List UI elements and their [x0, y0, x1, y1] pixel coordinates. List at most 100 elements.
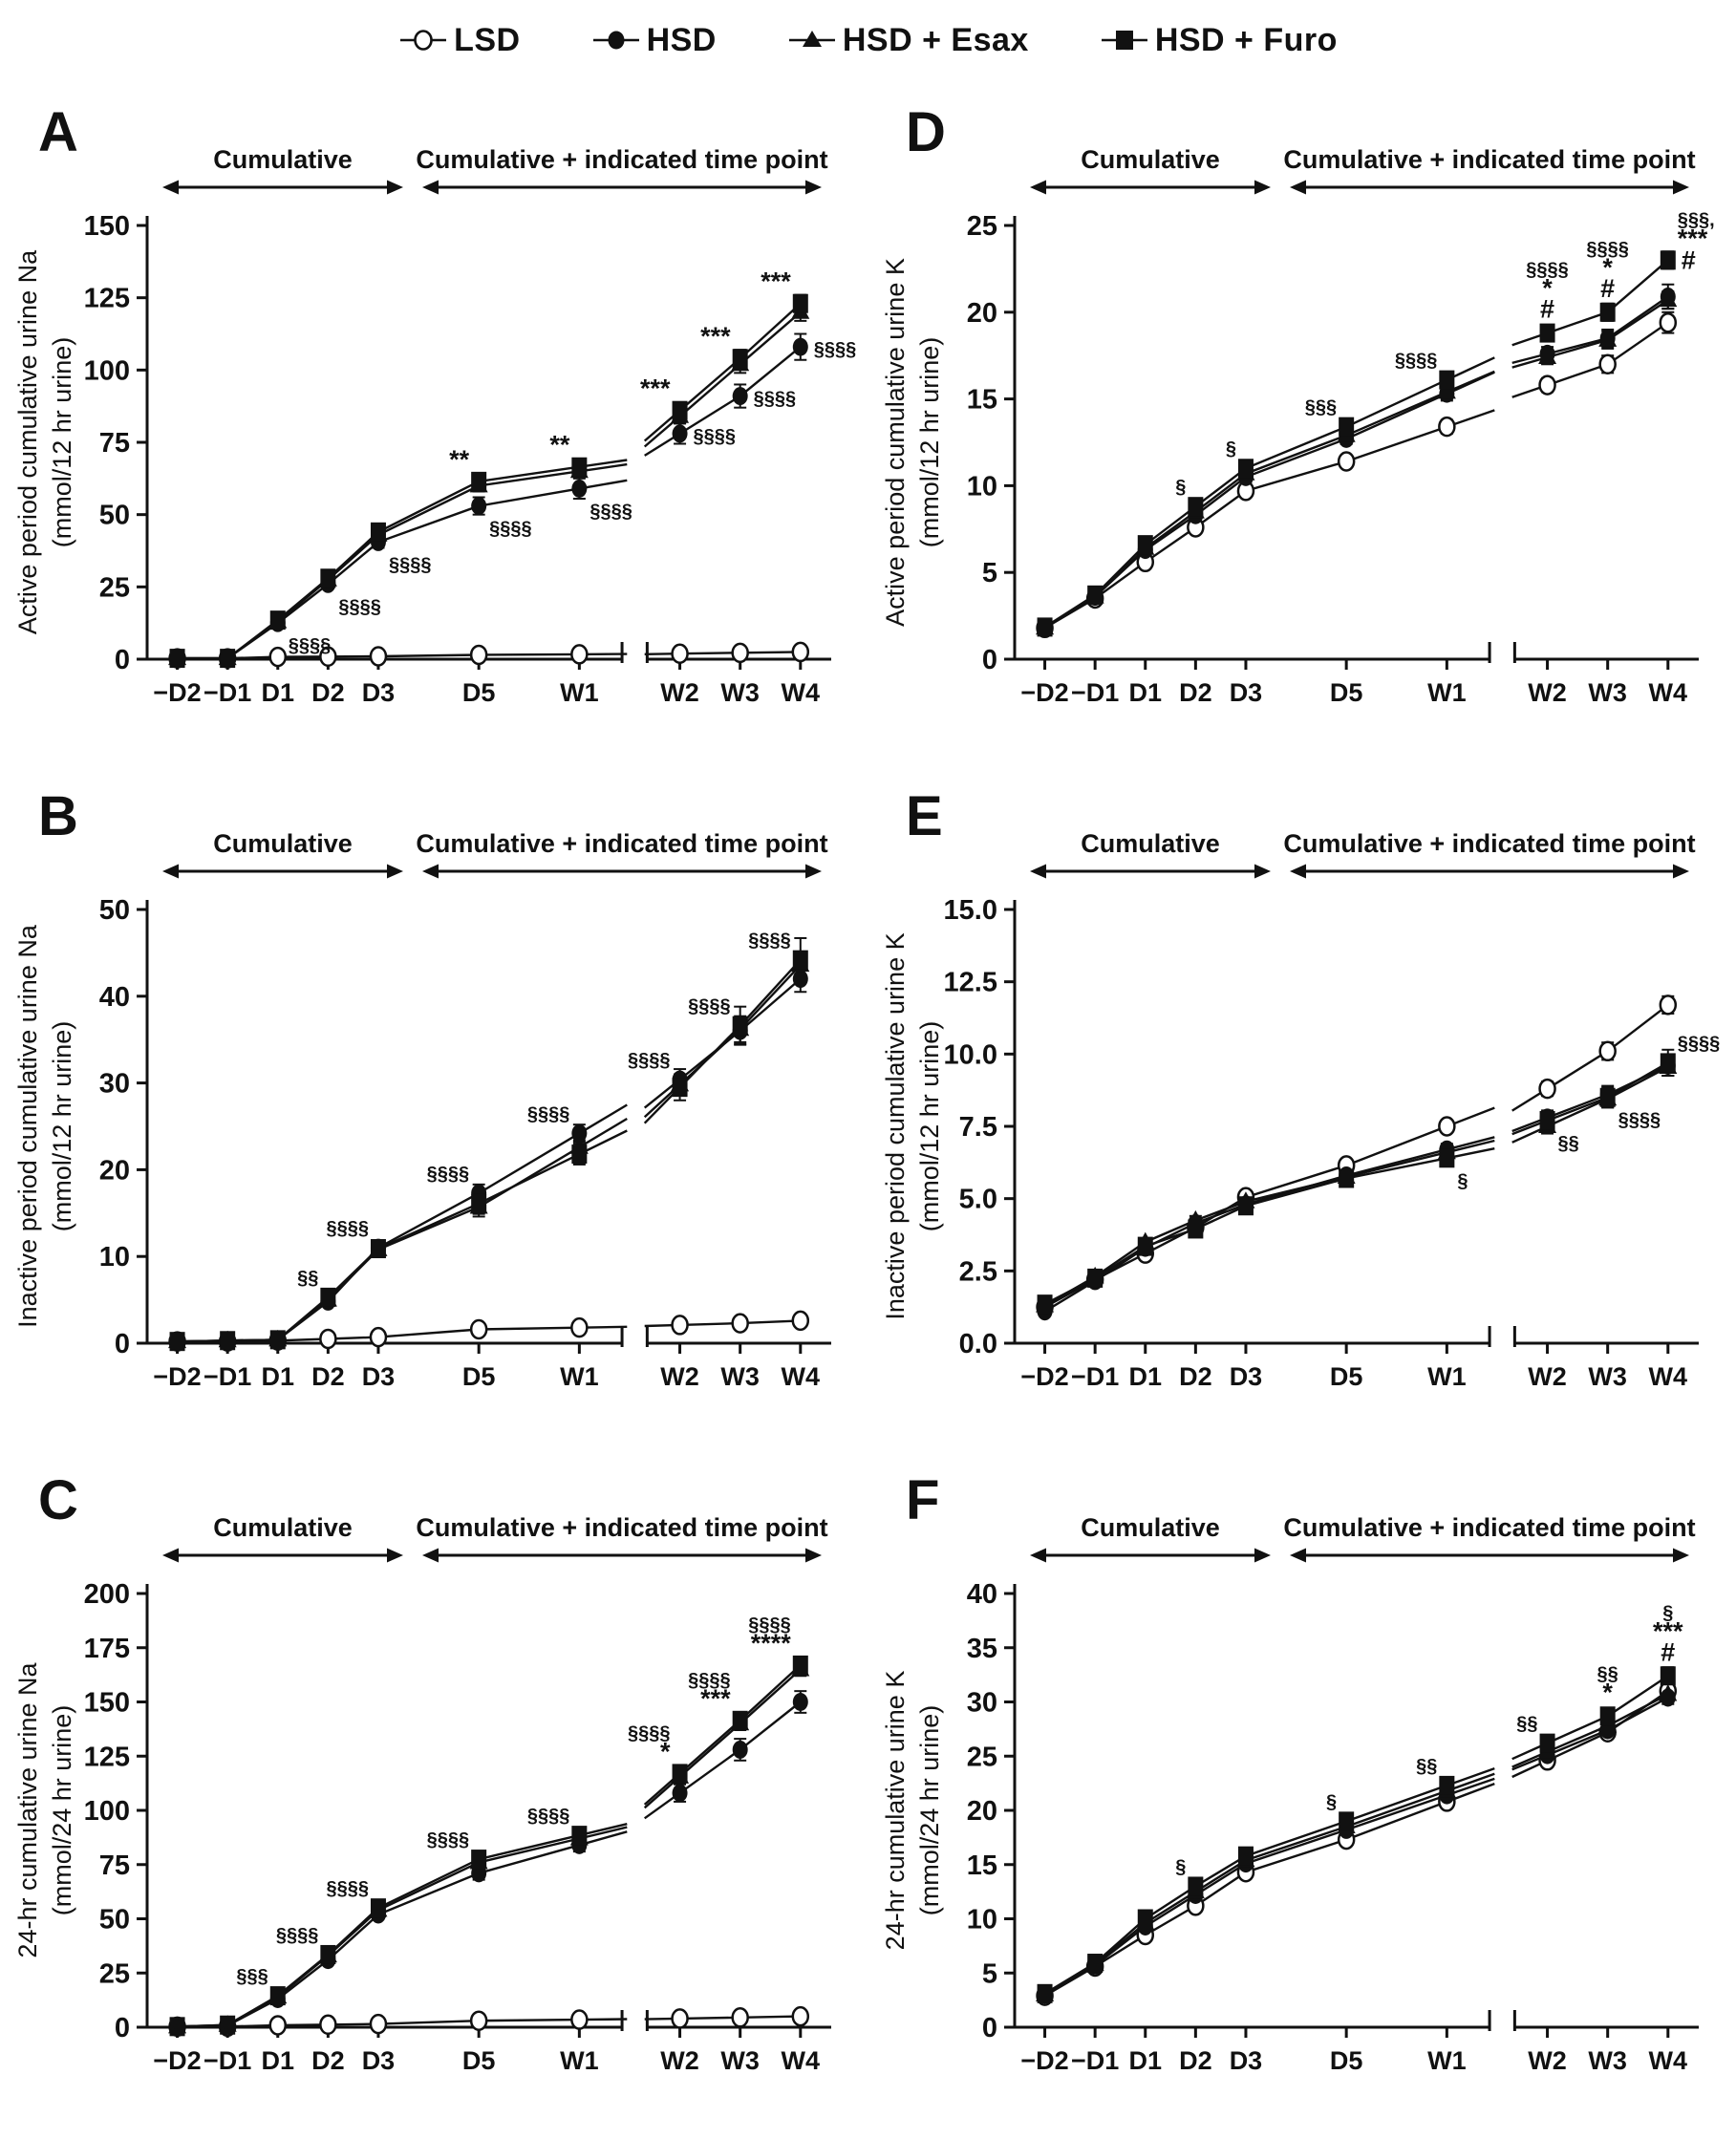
- x-tick-label: W3: [720, 2046, 760, 2075]
- filled-circle-icon: [592, 31, 639, 50]
- range-arrow-label: Cumulative + indicated time point: [416, 145, 827, 174]
- panel-B-chart: B 0 10 20 30 40 50 Inactive period cumulative u…: [13, 785, 831, 1391]
- range-arrow: Cumulative: [1030, 1513, 1271, 1563]
- significance-annotation: §§§§: [489, 519, 532, 540]
- data-point-marker-filled-circle: [792, 970, 808, 989]
- series-line-HSD: [177, 1830, 628, 2028]
- data-point-marker-filled-square: [1037, 1294, 1053, 1315]
- data-point-marker-filled-circle: [792, 337, 808, 356]
- range-arrow: Cumulative + indicated time point: [1283, 829, 1696, 879]
- series-line-HSD-Esax: [1044, 1139, 1495, 1307]
- significance-annotation: §§§§: [1618, 1110, 1661, 1131]
- data-point-marker-open-circle: [671, 1315, 689, 1336]
- y-axis-label-units: (mmol/12 hr urine): [48, 1021, 76, 1232]
- data-point-marker-filled-square: [471, 471, 487, 491]
- significance-annotation: §§§: [236, 1966, 268, 1987]
- y-tick-label: 15.0: [944, 895, 997, 926]
- significance-annotation: *: [660, 1737, 671, 1765]
- range-arrow-label: Cumulative + indicated time point: [1283, 1513, 1695, 1542]
- data-point-marker-filled-triangle: [1437, 381, 1456, 399]
- x-tick-label: W2: [1528, 1362, 1567, 1391]
- y-tick-label: 10: [967, 471, 997, 502]
- data-point-marker-filled-square: [1660, 250, 1676, 270]
- significance-annotation: §§§§: [527, 1103, 570, 1124]
- data-point-marker-open-circle: [791, 2005, 810, 2027]
- data-point-marker-filled-square: [471, 1193, 487, 1213]
- significance-annotation: ***: [640, 374, 671, 403]
- data-point-marker-filled-square: [370, 1898, 386, 1918]
- panel-letter: E: [906, 785, 943, 847]
- x-tick-label: −D1: [1071, 678, 1119, 707]
- series-line-HSD-Esax: [1511, 299, 1669, 369]
- data-point-marker-filled-square: [370, 1239, 386, 1259]
- panel-F-chart: F 0 5 10 15 20 25 30 35 40 24-hr cumulative urine …: [881, 1469, 1699, 2075]
- y-tick-label: 150: [84, 1688, 130, 1719]
- legend-item-label: HSD + Furo: [1154, 21, 1338, 58]
- y-tick-label: 5: [982, 1958, 997, 1989]
- data-point-marker-open-circle: [1598, 353, 1617, 375]
- significance-annotation: **: [549, 431, 570, 460]
- legend-filled-triangle-marker: [802, 31, 822, 47]
- x-tick-label: −D2: [1020, 1362, 1068, 1391]
- data-point-marker-filled-square: [220, 649, 236, 669]
- x-tick-label: W1: [1427, 1362, 1467, 1391]
- data-point-marker-filled-square: [1087, 1268, 1104, 1288]
- range-arrow-label: Cumulative + indicated time point: [416, 1513, 827, 1542]
- range-arrow: Cumulative + indicated time point: [416, 829, 828, 879]
- data-point-marker-filled-square: [732, 1710, 748, 1730]
- significance-annotation: #: [1540, 295, 1554, 324]
- panel-E-chart: E 0.0 2.5 5.0 7.5 10.0 12.5 15.0 Inactive period…: [881, 785, 1720, 1391]
- significance-annotation: §§§: [1305, 397, 1337, 418]
- data-point-marker-filled-square: [1539, 1733, 1555, 1753]
- data-point-marker-open-circle: [1659, 995, 1678, 1016]
- y-tick-label: 10.0: [944, 1039, 997, 1070]
- x-tick-label: W2: [1528, 678, 1567, 707]
- series-line-HSD-Esax: [177, 1826, 628, 2028]
- x-tick-label: −D1: [1071, 1362, 1119, 1391]
- series-line-HSD: [1043, 371, 1495, 630]
- range-arrow: Cumulative + indicated time point: [416, 145, 828, 195]
- data-point-marker-open-circle: [319, 2014, 337, 2036]
- significance-annotation: §§§§: [326, 1878, 369, 1899]
- range-arrow-label: Cumulative + indicated time point: [1283, 829, 1695, 858]
- y-axis-label: Active period cumulative urine K: [881, 258, 910, 627]
- data-point-marker-filled-square: [571, 1826, 588, 1846]
- data-point-marker-open-circle: [1659, 311, 1678, 333]
- series-line-LSD: [644, 651, 801, 655]
- data-point-marker-filled-square: [1037, 1983, 1053, 2003]
- significance-annotation: §§§§: [814, 339, 857, 360]
- data-point-marker-open-circle: [791, 1310, 810, 1332]
- y-tick-label: 30: [967, 1688, 997, 1719]
- data-point-marker-filled-square: [571, 1144, 588, 1165]
- x-tick-label: W4: [1649, 1362, 1688, 1391]
- data-point-marker-filled-square: [1137, 1236, 1153, 1256]
- x-tick-label: −D2: [1020, 2046, 1068, 2075]
- significance-annotation: §: [1226, 438, 1236, 460]
- x-tick-label: W3: [1588, 678, 1627, 707]
- significance-annotation: §§§§: [688, 996, 731, 1017]
- y-tick-label: 10: [967, 1905, 997, 1936]
- y-axis-label: 24-hr cumulative urine Na: [13, 1661, 42, 1957]
- significance-annotation: §§§§: [427, 1829, 470, 1850]
- data-point-marker-filled-square: [320, 1287, 336, 1307]
- y-tick-label: 15: [967, 1850, 997, 1881]
- series-line-HSD-Furo: [1511, 259, 1669, 347]
- data-point-marker-filled-square: [320, 568, 336, 588]
- x-tick-label: D2: [1179, 1362, 1212, 1391]
- data-point-marker-filled-square: [220, 2015, 236, 2035]
- data-point-marker-filled-square: [672, 1078, 688, 1098]
- series-line-HSD: [1043, 1777, 1495, 1997]
- series-line-LSD: [1044, 1106, 1495, 1309]
- significance-annotation: §§§§: [589, 501, 632, 522]
- series-line-LSD: [1511, 1690, 1669, 1779]
- data-point-marker-filled-square: [1439, 1148, 1455, 1168]
- data-point-marker-filled-square: [1137, 1909, 1153, 1929]
- y-axis-label-units: (mmol/12 hr urine): [915, 1021, 944, 1232]
- y-tick-label: 5.0: [959, 1185, 997, 1215]
- significance-annotation: §§§§: [688, 1670, 731, 1691]
- significance-annotation: §: [1457, 1170, 1468, 1191]
- data-point-marker-open-circle: [268, 2015, 288, 2036]
- series-line-LSD: [177, 652, 628, 660]
- data-point-marker-filled-square: [571, 457, 588, 477]
- y-axis: 0.0 2.5 5.0 7.5 10.0 12.5 15.0: [944, 895, 1017, 1359]
